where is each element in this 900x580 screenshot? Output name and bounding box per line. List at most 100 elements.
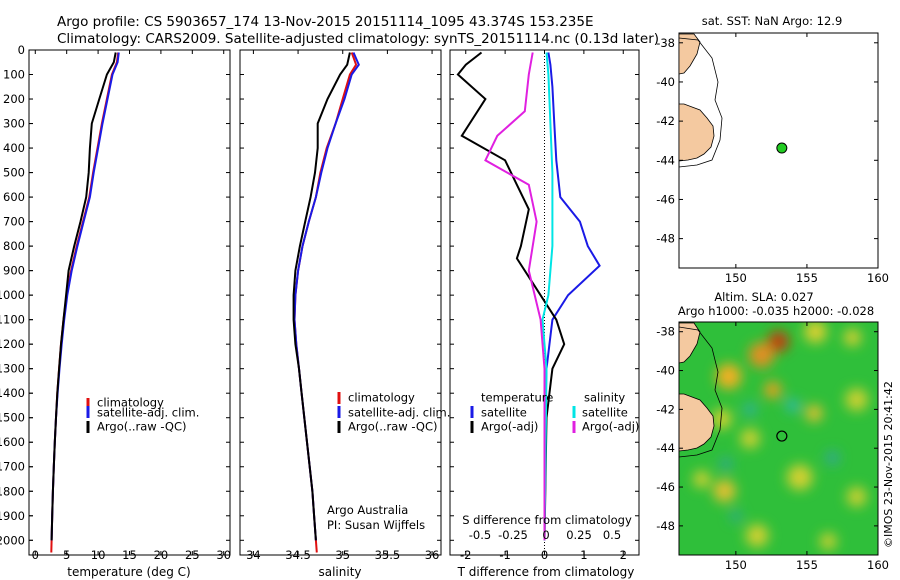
temperature-profiles xyxy=(50,52,120,553)
series-s-satellite xyxy=(541,52,554,541)
sla-blob xyxy=(764,381,782,399)
x-tick-label: 15 xyxy=(122,548,137,562)
depth-tick-label: 500 xyxy=(3,166,25,180)
depth-tick-label: 1800 xyxy=(0,484,25,498)
depth-tick-label: 1300 xyxy=(0,362,25,376)
depth-tick-label: 1600 xyxy=(0,435,25,449)
sla-blob xyxy=(715,363,742,390)
sla-blob xyxy=(819,532,837,550)
sla-blob xyxy=(713,479,736,503)
depth-tick-label: 400 xyxy=(3,141,25,155)
map-y-tick-label: -42 xyxy=(656,402,675,416)
sla-anomaly-blobs xyxy=(693,322,869,550)
depth-tick-label: 1900 xyxy=(0,509,25,523)
depth-tick-label: 600 xyxy=(3,190,25,204)
difference-xlabel-top: S difference from climatology xyxy=(462,513,632,527)
x-tick-label: 34 xyxy=(246,548,261,562)
temperature-x-axis: 0 5 10 15 20 25 30 xyxy=(32,50,231,562)
legend-label-s-satellite: satellite xyxy=(582,406,628,420)
x-tick-label: 1 xyxy=(580,548,587,562)
s-tick-label: -0.5 xyxy=(469,528,491,542)
sla-map-background xyxy=(678,321,879,556)
legend-label-t-argo: Argo(-adj) xyxy=(481,420,538,434)
x-tick-label: 0 xyxy=(32,548,39,562)
sla-blob xyxy=(825,450,840,466)
sla-blob xyxy=(693,470,711,488)
x-tick-label: 5 xyxy=(63,548,70,562)
depth-tick-label: 300 xyxy=(3,117,25,131)
legend-label-s-argo: Argo(-adj) xyxy=(582,420,639,434)
salinity-xlabel: salinity xyxy=(318,565,361,579)
depth-tick-label: 100 xyxy=(3,68,25,82)
temperature-legend: climatology satellite-adj. clim. Argo(..… xyxy=(86,396,199,434)
series-argo-raw-qc- xyxy=(50,52,117,541)
difference-x-axis: -2 -1 0 1 2 -0.5 -0.25 0 0.25 0.5 xyxy=(460,50,627,562)
imos-watermark: ©IMOS 23-Nov-2015 20:41:42 xyxy=(882,381,895,548)
figure-title-line2: Climatology: CARS2009. Satellite-adjuste… xyxy=(57,31,659,47)
x-tick-label: 36 xyxy=(425,548,440,562)
mainland-landmass xyxy=(679,322,701,364)
x-tick-label: -1 xyxy=(499,548,510,562)
sla-map-title-line2: Argo h1000: -0.035 h2000: -0.028 xyxy=(678,304,874,318)
map-y-tick-label: -48 xyxy=(656,519,675,533)
sla-blob xyxy=(845,388,869,412)
annotation-argo-australia: Argo Australia xyxy=(327,503,408,517)
map-y-tick-label: -38 xyxy=(656,36,675,50)
depth-tick-label: 0 xyxy=(18,43,25,57)
tasmania-landmass xyxy=(679,393,715,452)
shelf-contour xyxy=(679,326,723,458)
map-y-tick-label: -38 xyxy=(656,325,675,339)
map-y-tick-label: -48 xyxy=(656,232,675,246)
x-tick-label: 2 xyxy=(620,548,627,562)
sla-blob xyxy=(804,322,827,344)
legend-label-climatology: climatology xyxy=(348,391,415,405)
depth-tick-label: 1200 xyxy=(0,337,25,351)
legend-title-salinity: salinity xyxy=(584,391,625,405)
series-t-argo xyxy=(456,51,566,541)
map-x-tick-label: 155 xyxy=(796,271,818,285)
depth-tick-label: 700 xyxy=(3,215,25,229)
series-t-satellite xyxy=(543,52,601,541)
difference-profiles xyxy=(456,50,601,555)
map-y-tick-label: -46 xyxy=(656,480,675,494)
x-tick-label: 30 xyxy=(216,548,231,562)
legend-label-t-satellite: satellite xyxy=(481,406,527,420)
x-tick-label: 35 xyxy=(335,548,350,562)
depth-axis: 0 100 200 300 400 500 600 700 800 900 1000 1100 1200… xyxy=(0,43,639,547)
sla-blob xyxy=(748,342,775,368)
depth-tick-label: 1400 xyxy=(0,386,25,400)
x-tick-label: 0 xyxy=(541,548,548,562)
tasmania-landmass xyxy=(679,103,715,162)
sla-blob xyxy=(711,409,732,430)
sla-blob xyxy=(846,486,867,507)
sla-map-axes: 150 155 160 -38 -40 -42 -44 -46 -48 xyxy=(656,322,889,572)
legend-label-satellite: satellite-adj. clim. xyxy=(348,406,450,420)
depth-tick-label: 1100 xyxy=(0,313,25,327)
map-x-tick-label: 160 xyxy=(867,271,889,285)
sla-blob xyxy=(743,402,757,416)
mainland-landmass xyxy=(679,33,701,75)
salinity-profiles xyxy=(292,52,360,553)
map-y-tick-label: -42 xyxy=(656,114,675,128)
sla-blob xyxy=(786,399,800,412)
shelf-contour xyxy=(679,37,723,168)
sla-map-title-line1: Altim. SLA: 0.027 xyxy=(714,290,813,304)
difference-legend: temperature salinity satellite Argo(-adj… xyxy=(470,391,639,434)
map-x-tick-label: 155 xyxy=(796,558,818,572)
difference-xlabel: T difference from climatology xyxy=(457,565,635,579)
sla-blob xyxy=(767,330,790,353)
sla-map-frame xyxy=(678,321,879,556)
sla-blob xyxy=(843,329,861,347)
sla-blob xyxy=(740,428,761,449)
sla-blob xyxy=(745,524,769,547)
figure-title-line1: Argo profile: CS 5903657_174 13-Nov-2015… xyxy=(57,14,594,30)
depth-tick-label: 800 xyxy=(3,239,25,253)
map-y-tick-label: -40 xyxy=(656,364,675,378)
x-tick-label: 10 xyxy=(91,548,106,562)
x-tick-label: 34.5 xyxy=(285,548,311,562)
map-x-tick-label: 150 xyxy=(725,271,747,285)
temperature-xlabel: temperature (deg C) xyxy=(67,565,190,579)
salinity-x-axis: 34 34.5 35 35.5 36 xyxy=(246,50,439,562)
sla-blob xyxy=(730,510,742,522)
